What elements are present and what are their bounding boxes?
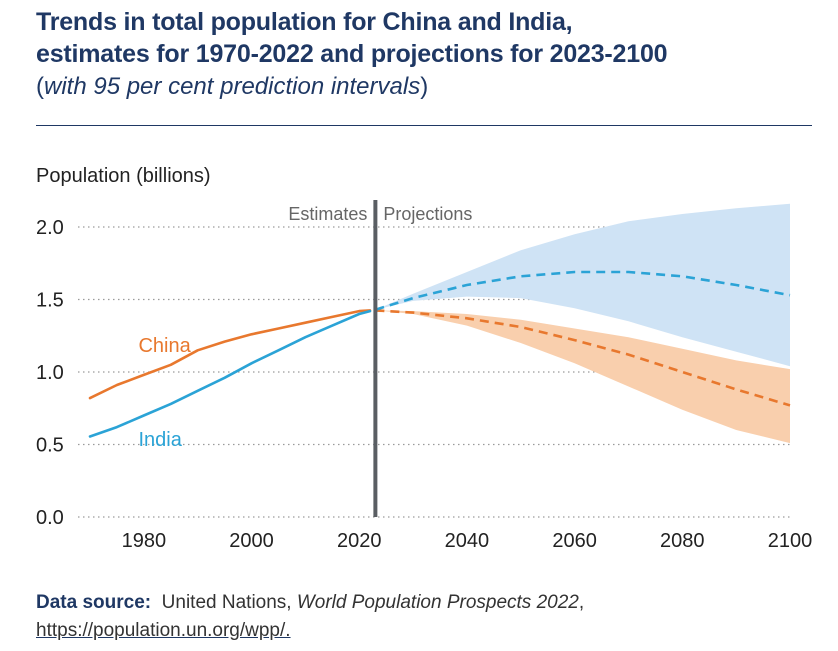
source-organization: United Nations, (161, 592, 292, 613)
chart-title-line-1: Trends in total population for China and… (36, 8, 573, 36)
india-prediction-band (375, 203, 790, 367)
china-series-label: China (138, 335, 191, 357)
y-tick-label: 0.0 (36, 507, 64, 529)
y-tick-label: 2.0 (36, 217, 64, 239)
prediction-bands (375, 203, 790, 444)
y-tick-label: 1.0 (36, 362, 64, 384)
x-tick-label: 2100 (768, 530, 813, 552)
projections-label: Projections (383, 204, 472, 224)
title-divider-rule (36, 125, 812, 126)
series-lines (88, 270, 791, 438)
y-tick-label: 0.5 (36, 435, 64, 457)
source-label: Data source: (36, 592, 152, 613)
subtitle-open-paren: ( (36, 73, 44, 100)
source-comma: , (578, 592, 585, 613)
x-tick-label: 2080 (660, 530, 705, 552)
china-estimates-line (88, 309, 372, 400)
x-tick-label: 2000 (229, 530, 274, 552)
india-series-label: India (138, 429, 182, 451)
x-tick-label: 2020 (337, 530, 382, 552)
y-axis-label: Population (billions) (36, 165, 211, 187)
chart-title-line-2: estimates for 1970-2022 and projections … (36, 40, 668, 68)
y-tick-label: 1.5 (36, 290, 64, 312)
title-block: Trends in total population for China and… (36, 6, 812, 102)
india-projection-line (375, 270, 791, 311)
x-tick-label: 2060 (552, 530, 597, 552)
annotations: China India (138, 335, 191, 451)
source-publication: World Population Prospects 2022 (296, 592, 579, 613)
x-tick-label: 1980 (122, 530, 167, 552)
population-chart: Estimates Projections Population (billion… (36, 165, 812, 552)
india-estimates-line (88, 309, 372, 438)
subtitle-close-paren: ) (420, 73, 429, 100)
china-prediction-band (375, 310, 790, 444)
grid-lines (78, 226, 790, 518)
china-projection-line (375, 309, 791, 407)
axis-labels: Population (billions) 0.0 0.5 1.0 1.5 2.0 198… (36, 165, 812, 552)
x-tick-label: 2040 (445, 530, 490, 552)
estimates-label: Estimates (288, 204, 367, 224)
data-source: Data source: United Nations, World Popul… (36, 589, 812, 645)
subtitle-text: with 95 per cent prediction intervals (44, 73, 421, 100)
chart-subtitle: (with 95 per cent prediction intervals) (36, 72, 812, 102)
source-link[interactable]: https://population.un.org/wpp/. (36, 620, 291, 641)
estimates-projections-divider: Estimates Projections (288, 200, 472, 517)
